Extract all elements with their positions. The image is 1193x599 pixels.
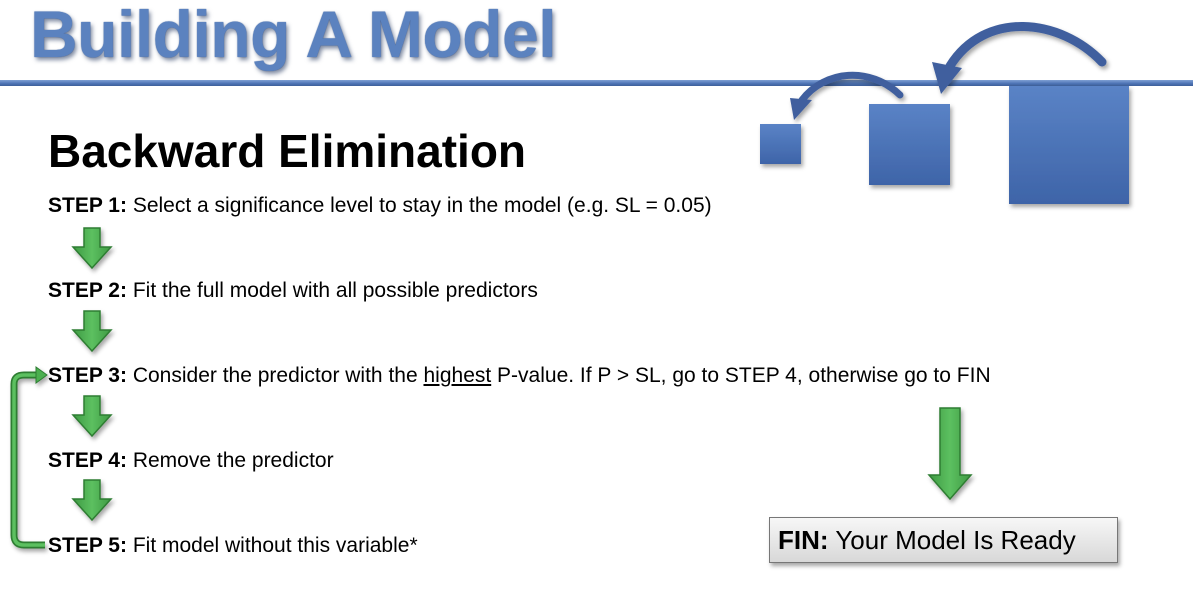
step-1: STEP 1: Select a significance level to s… xyxy=(48,194,712,218)
step-2-label: STEP 2: xyxy=(48,279,127,302)
step-4: STEP 4: Remove the predictor xyxy=(48,449,334,473)
step-1-text: Select a significance level to stay in t… xyxy=(132,194,712,217)
fin-label: FIN: xyxy=(778,525,829,555)
small-square-icon xyxy=(760,124,801,164)
step-3-text-after: P-value. If P > SL, go to STEP 4, otherw… xyxy=(497,364,991,387)
step-4-text: Remove the predictor xyxy=(132,449,334,472)
step-2-text: Fit the full model with all possible pre… xyxy=(132,279,538,302)
title-divider xyxy=(0,80,1193,86)
step-1-label: STEP 1: xyxy=(48,194,127,217)
medium-square-icon xyxy=(869,104,950,185)
step-5-text: Fit model without this variable* xyxy=(132,534,418,557)
step-3-label: STEP 3: xyxy=(48,364,127,387)
down-arrow-icon xyxy=(71,227,113,270)
step-5: STEP 5: Fit model without this variable* xyxy=(48,534,418,558)
fin-text: Your Model Is Ready xyxy=(835,525,1076,555)
loop-back-arrow-icon xyxy=(10,366,48,549)
down-arrow-icon xyxy=(71,479,113,522)
step-3: STEP 3: Consider the predictor with the … xyxy=(48,364,991,388)
down-arrow-to-fin-icon xyxy=(927,407,973,501)
down-arrow-icon xyxy=(71,395,113,438)
step-3-text-before: Consider the predictor with the xyxy=(132,364,418,387)
step-2: STEP 2: Fit the full model with all poss… xyxy=(48,279,538,303)
large-square-icon xyxy=(1009,86,1129,204)
step-3-emphasis: highest xyxy=(423,364,492,387)
step-4-label: STEP 4: xyxy=(48,449,127,472)
curved-arrow-small-icon xyxy=(790,71,904,120)
fin-box: FIN: Your Model Is Ready xyxy=(769,517,1118,563)
down-arrow-icon xyxy=(71,310,113,353)
page-title: Building A Model xyxy=(30,0,557,71)
curved-arrow-large-icon xyxy=(932,22,1107,94)
section-subtitle: Backward Elimination xyxy=(48,125,527,177)
step-5-label: STEP 5: xyxy=(48,534,127,557)
